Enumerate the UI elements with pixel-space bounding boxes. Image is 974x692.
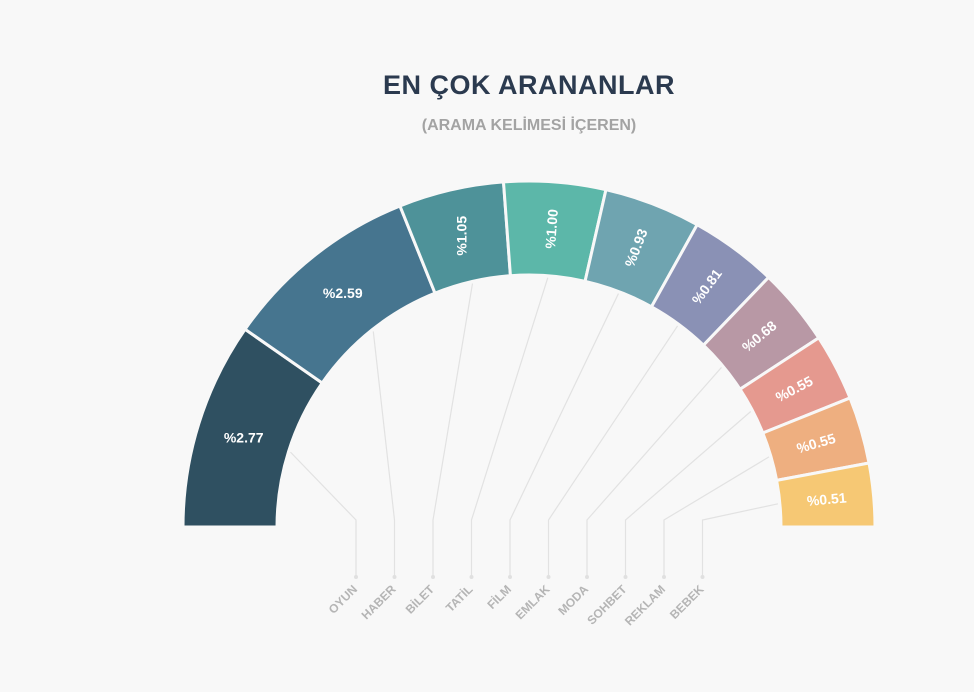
category-label-6: MODA <box>555 582 591 618</box>
category-label-8: REKLAM <box>622 582 668 628</box>
leader-dot-0 <box>354 575 358 579</box>
leader-dot-9 <box>700 575 705 579</box>
leader-line-2 <box>432 283 474 576</box>
leader-line-0 <box>290 451 357 576</box>
category-label-9: BEBEK <box>667 582 707 622</box>
chart-title: EN ÇOK ARANANLAR <box>383 70 675 100</box>
leader-dot-5 <box>546 575 551 579</box>
value-label-9: %0.51 <box>806 489 847 509</box>
category-label-1: HABER <box>359 582 399 622</box>
leader-dot-4 <box>508 575 512 579</box>
leader-line-8 <box>663 456 770 576</box>
category-label-0: OYUN <box>326 582 360 616</box>
leader-dot-1 <box>392 575 397 579</box>
leader-dot-6 <box>585 575 589 579</box>
category-label-3: TATİL <box>442 582 475 615</box>
leader-dot-2 <box>431 575 435 579</box>
value-label-1: %2.59 <box>323 285 363 301</box>
chart-subtitle: (ARAMA KELİMESİ İÇEREN) <box>421 117 637 134</box>
leader-line-5 <box>547 325 679 576</box>
category-label-2: BİLET <box>402 581 438 617</box>
value-label-3: %1.00 <box>542 208 561 249</box>
leader-line-4 <box>509 293 620 576</box>
leader-dot-7 <box>623 575 628 579</box>
leader-line-6 <box>586 367 722 576</box>
leader-line-3 <box>470 277 549 576</box>
leader-dot-8 <box>662 575 666 579</box>
leader-line-9 <box>701 503 779 576</box>
leader-line-7 <box>624 411 752 576</box>
leader-dot-3 <box>469 575 474 579</box>
leader-line-1 <box>372 331 396 576</box>
segment-9 <box>774 461 877 529</box>
value-label-2: %1.05 <box>453 216 469 256</box>
category-label-4: FİLM <box>484 582 514 612</box>
category-label-5: EMLAK <box>513 582 553 622</box>
value-label-0: %2.77 <box>224 429 264 445</box>
